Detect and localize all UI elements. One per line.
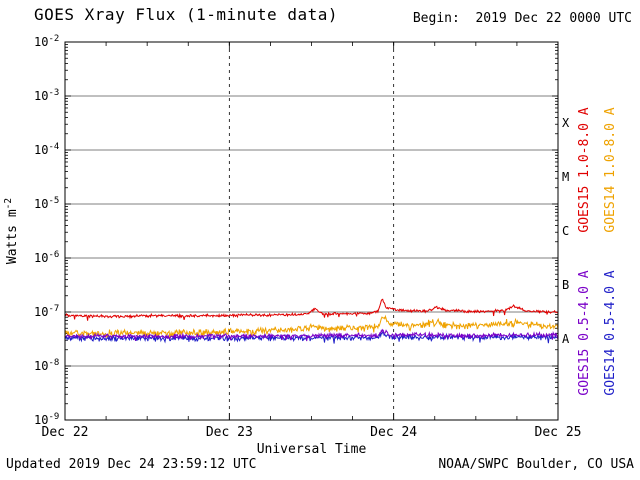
series-line-0 bbox=[64, 298, 559, 321]
begin-timestamp: Begin: 2019 Dec 22 0000 UTC bbox=[412, 11, 632, 26]
series-label-3: GOES14 0.5-4.0 A bbox=[603, 270, 618, 395]
series-line-3 bbox=[65, 331, 559, 344]
x-axis-title: Universal Time bbox=[257, 442, 367, 457]
series-label-1: GOES14 1.0-8.0 A bbox=[603, 107, 618, 232]
flare-class-A: A bbox=[562, 332, 570, 346]
updated-timestamp: Updated 2019 Dec 24 23:59:12 UTC bbox=[6, 457, 257, 472]
x-tick-labels: Dec 22 Dec 23 Dec 24 Dec 25 bbox=[42, 425, 582, 440]
axis-border bbox=[64, 41, 559, 421]
chart-title: GOES Xray Flux (1-minute data) bbox=[34, 5, 338, 24]
flare-class-labels: X M C B A bbox=[562, 116, 570, 346]
series-label-0: GOES15 1.0-8.0 A bbox=[577, 107, 592, 232]
x-tick-label: Dec 22 bbox=[42, 425, 89, 440]
y-tick-label: 10-4 bbox=[34, 142, 59, 157]
series-lines bbox=[64, 298, 559, 344]
flare-class-B: B bbox=[562, 278, 569, 292]
y-tick-label: 10-5 bbox=[34, 196, 59, 211]
y-tick-label: 10-6 bbox=[34, 250, 59, 265]
series-line-2 bbox=[64, 328, 559, 342]
grid-horizontal bbox=[65, 95, 558, 367]
credit-text: NOAA/SWPC Boulder, CO USA bbox=[438, 457, 634, 472]
y-tick-labels: 10-210-310-410-510-610-710-810-9 bbox=[34, 34, 59, 427]
right-series-labels: GOES15 1.0-8.0 A GOES14 1.0-8.0 A GOES15 0… bbox=[577, 107, 618, 395]
x-tick-label: Dec 23 bbox=[206, 425, 253, 440]
x-tick-label: Dec 25 bbox=[535, 425, 582, 440]
flare-class-X: X bbox=[562, 116, 570, 130]
axis-ticks bbox=[64, 41, 559, 421]
flare-class-C: C bbox=[562, 224, 569, 238]
series-label-2: GOES15 0.5-4.0 A bbox=[577, 270, 592, 395]
y-axis-title: Watts m-2 bbox=[3, 198, 20, 264]
y-tick-label: 10-7 bbox=[34, 304, 59, 319]
x-tick-label: Dec 24 bbox=[370, 425, 417, 440]
y-tick-label: 10-3 bbox=[34, 88, 59, 103]
grid-vertical bbox=[228, 42, 395, 420]
flare-class-M: M bbox=[562, 170, 569, 184]
y-tick-label: 10-8 bbox=[34, 358, 59, 373]
y-tick-label: 10-2 bbox=[34, 34, 59, 49]
